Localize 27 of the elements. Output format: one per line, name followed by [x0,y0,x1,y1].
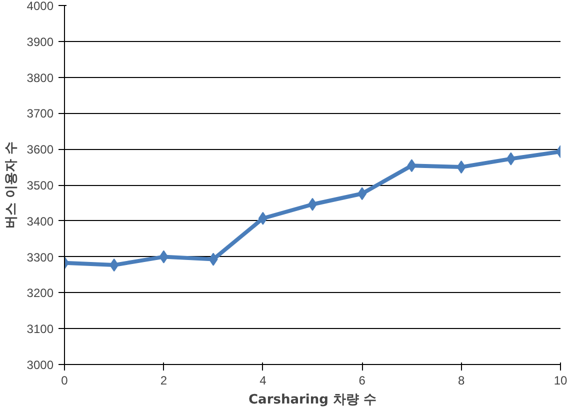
y-tick-label: 3300 [26,250,54,264]
y-tick-label: 3500 [26,178,54,192]
point [407,159,416,172]
point [159,250,168,264]
point [358,187,367,200]
x-tick-label: 4 [260,374,267,388]
x-tick-label: 10 [554,374,568,388]
y-tick-label: 3600 [26,142,54,157]
y-axis-title: 버스 이용자 수 [4,141,19,229]
y-tick-label: 3900 [26,34,54,49]
y-tick-label: 3800 [26,70,54,85]
y-tick-label: 3000 [26,358,54,372]
point [506,152,516,166]
x-tick-label: 2 [160,374,168,388]
x-axis-title: Carsharing 차량 수 [248,392,376,408]
x-tick-label: 6 [358,374,366,388]
point [456,160,466,174]
y-tick-label: 3200 [26,286,54,300]
y-tick-label: 3100 [26,322,54,336]
x-tick-label: 0 [61,374,68,388]
y-tick-label: 3700 [26,106,54,121]
x-tick-label: 8 [458,374,465,388]
y-tick-label: 4000 [26,0,54,13]
y-tick-label: 3400 [26,214,54,228]
point [208,252,218,266]
point [110,258,119,272]
point [258,212,268,225]
